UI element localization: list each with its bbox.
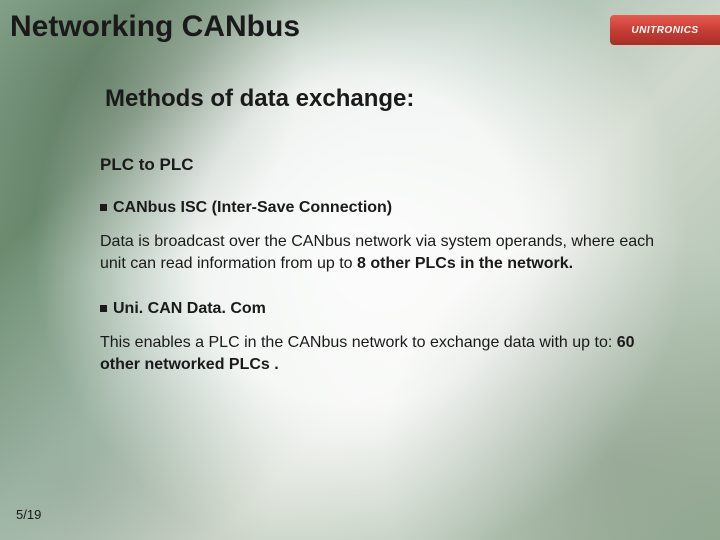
body-paragraph: Data is broadcast over the CANbus networ… <box>100 231 670 274</box>
section-heading: PLC to PLC <box>100 155 670 175</box>
bullet-item: Uni. CAN Data. Com <box>100 300 670 318</box>
bullet-title: CANbus ISC (Inter-Save Connection) <box>113 199 392 216</box>
bullet-title: Uni. CAN Data. Com <box>113 300 266 317</box>
brand-logo-text: UNITRONICS <box>631 25 698 36</box>
bullet-marker-icon <box>100 204 107 211</box>
content-area: PLC to PLC CANbus ISC (Inter-Save Connec… <box>100 155 670 401</box>
slide-subtitle: Methods of data exchange: <box>105 85 414 113</box>
body-text-before: This enables a PLC in the CANbus network… <box>100 334 617 351</box>
bullet-marker-icon <box>100 305 107 312</box>
slide-title: Networking CANbus <box>10 10 300 44</box>
page-number: 5/19 <box>16 507 41 522</box>
bullet-item: CANbus ISC (Inter-Save Connection) <box>100 199 670 217</box>
body-text-bold: 8 other PLCs in the network. <box>357 255 573 272</box>
brand-bar: UNITRONICS <box>610 15 720 45</box>
body-paragraph: This enables a PLC in the CANbus network… <box>100 332 670 375</box>
